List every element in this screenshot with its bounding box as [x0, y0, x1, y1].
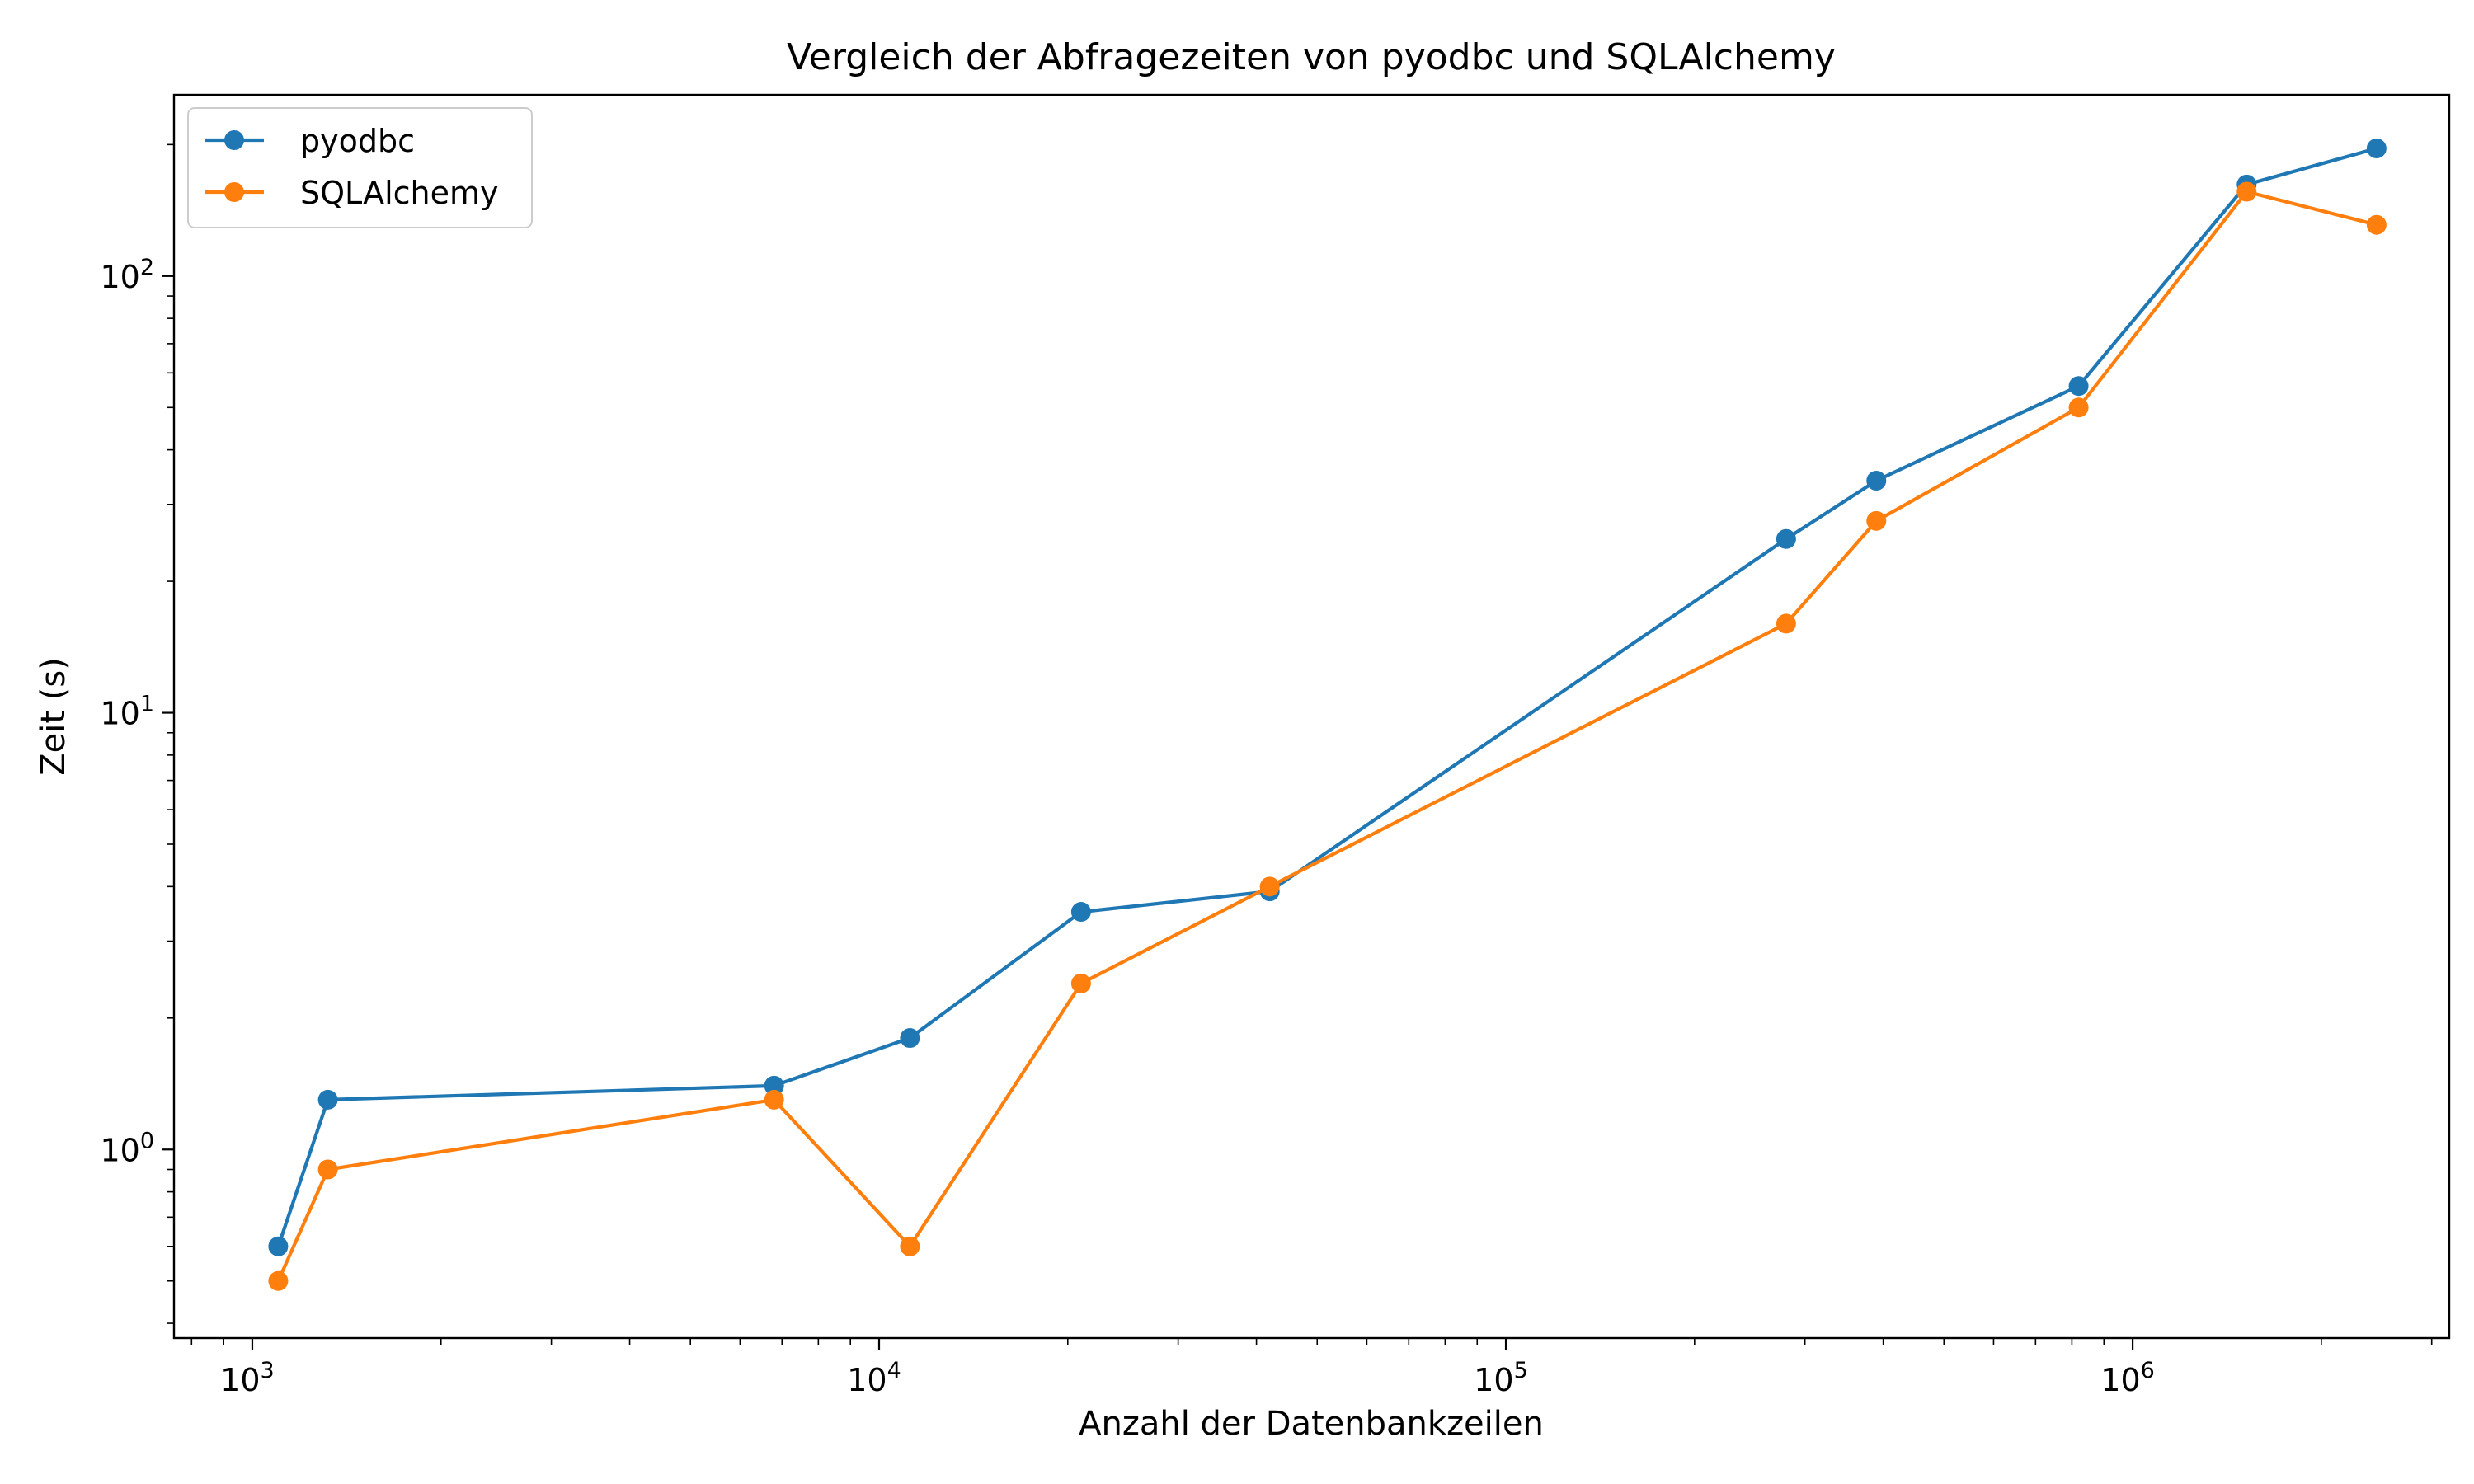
series-layer [268, 139, 2387, 1291]
data-point-2 [1776, 613, 1796, 634]
data-point-1 [900, 1028, 920, 1049]
data-point-2 [1259, 876, 1280, 897]
plot-frame [172, 93, 2451, 1340]
x-axis-label: Anzahl der Datenbankzeilen [1079, 1405, 1544, 1443]
data-point-2 [2366, 214, 2387, 235]
y-tick-label: 101 [100, 692, 154, 732]
data-point-2 [1070, 973, 1091, 993]
x-tick-label: 103 [220, 1358, 275, 1398]
plot-area [172, 93, 2451, 1340]
data-point-1 [268, 1236, 289, 1256]
data-point-2 [1866, 510, 1887, 531]
data-point-2 [764, 1089, 784, 1110]
x-axis: 103 104 105 106 [190, 1338, 2433, 1398]
data-point-1 [1776, 528, 1796, 549]
y-tick-label: 100 [100, 1128, 154, 1168]
data-point-1 [764, 1075, 784, 1096]
data-point-2 [2068, 397, 2089, 418]
data-point-1 [2366, 139, 2387, 159]
legend-label: SQLAlchemy [300, 175, 499, 211]
x-tick-label: 105 [1474, 1358, 1528, 1398]
data-point-1 [1866, 471, 1887, 491]
data-point-2 [900, 1236, 920, 1256]
x-tick-label: 106 [2100, 1358, 2155, 1398]
legend-label: pyodbc [300, 123, 415, 159]
legend-marker [224, 182, 244, 202]
y-axis: 100 101 102 [100, 143, 174, 1324]
chart-title: Vergleich der Abfragezeiten von pyodbc u… [787, 36, 1836, 78]
data-point-1 [317, 1089, 338, 1110]
data-point-2 [268, 1270, 289, 1291]
data-point-2 [317, 1159, 338, 1180]
data-point-1 [2068, 376, 2089, 397]
y-axis-label: Zeit (s) [35, 657, 73, 776]
legend-marker [224, 130, 244, 150]
data-point-1 [1070, 902, 1091, 923]
data-point-2 [2236, 181, 2257, 202]
x-tick-label: 104 [847, 1358, 901, 1398]
legend: pyodbc SQLAlchemy [187, 107, 533, 228]
legend-box [187, 107, 533, 228]
y-tick-label: 102 [100, 255, 154, 295]
